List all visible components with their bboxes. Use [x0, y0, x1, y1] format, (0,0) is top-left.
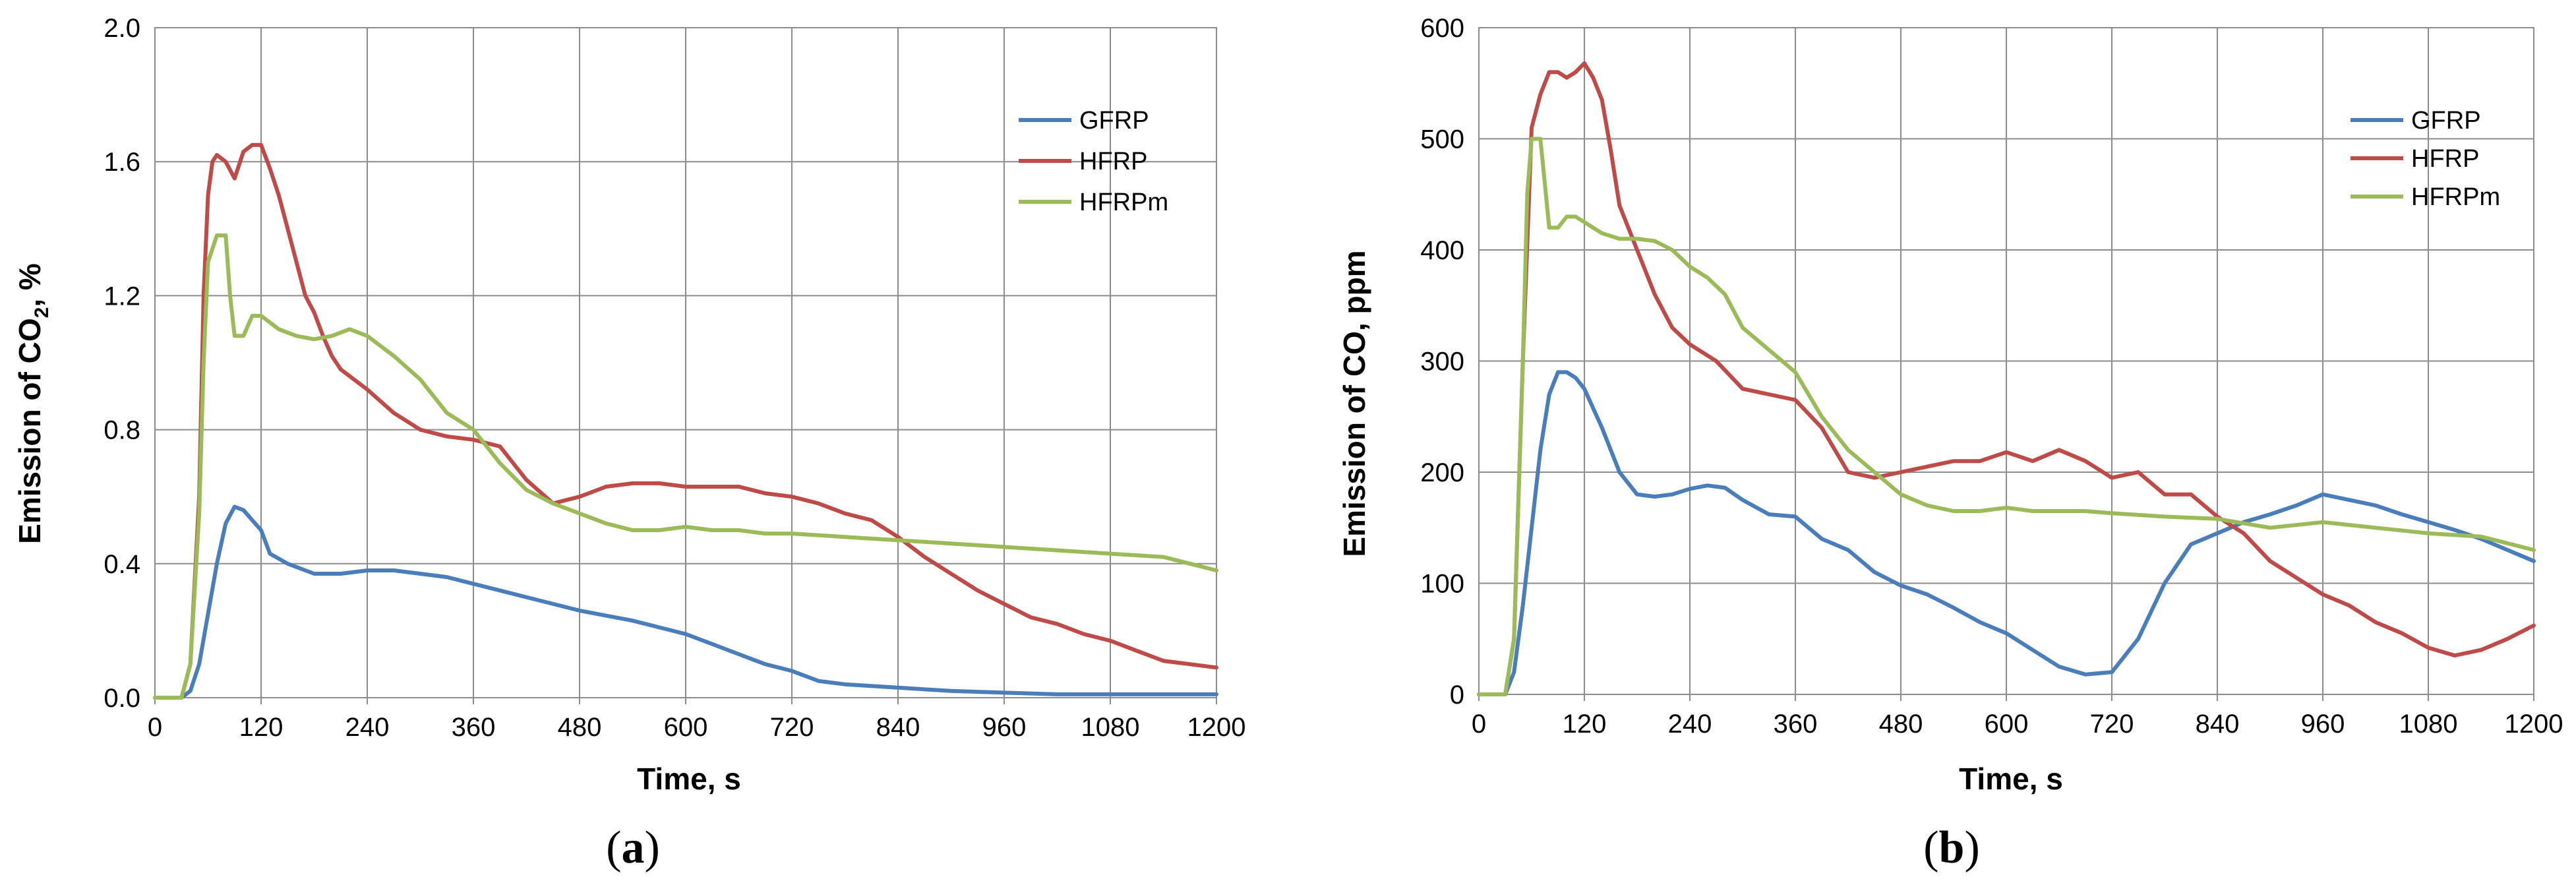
series-line-hfrp [153, 142, 1218, 700]
y-tick-labels-a: 0.0 0.4 0.8 1.2 1.6 2.0 [104, 14, 140, 713]
y-tick-label: 500 [1420, 125, 1464, 154]
x-tick-labels-a: 0 120 240 360 480 600 720 840 960 1080 1200 [148, 713, 1246, 742]
chart-panel-a: 0 120 240 360 480 600 720 840 960 1080 1200 0.0 0.4… [13, 14, 1245, 873]
x-tick-label: 480 [558, 713, 602, 742]
x-tick-label: 1080 [1081, 713, 1140, 742]
legend-label-hfrp: HFRP [2411, 145, 2479, 173]
y-tick-label: 0.4 [104, 550, 140, 579]
x-tick-label: 0 [1472, 710, 1486, 739]
y-tick-label: 200 [1420, 458, 1464, 487]
y-tick-label: 100 [1420, 570, 1464, 599]
series-line-hfrp [1477, 61, 2536, 696]
y-axis-title-a: Emission of CO2, % [13, 263, 53, 544]
x-tick-label: 360 [1774, 710, 1818, 739]
legend-a: GFRP HFRP HFRPm [1019, 107, 1168, 216]
plot-frame [1478, 27, 2534, 695]
y-tick-label: 400 [1420, 236, 1464, 265]
x-tick-label: 600 [1985, 710, 2029, 739]
x-tick-label: 600 [664, 713, 708, 742]
y-axis-title-b: Emission of CO, ppm [1337, 250, 1371, 557]
y-tick-label: 0.0 [104, 684, 140, 713]
x-tick-label: 840 [876, 713, 920, 742]
x-tick-label: 720 [2090, 710, 2134, 739]
legend-b: GFRP HFRP HFRPm [2351, 107, 2500, 211]
y-tick-labels-b: 0 100 200 300 400 500 600 [1420, 14, 1464, 710]
y-tick-label: 0 [1450, 681, 1464, 710]
x-tick-label: 240 [345, 713, 390, 742]
y-tick-label: 600 [1420, 14, 1464, 43]
y-tick-label: 300 [1420, 348, 1464, 377]
legend-label-gfrp: GFRP [2411, 107, 2481, 135]
legend-label-hfrpm: HFRPm [1079, 189, 1168, 216]
x-tick-label: 360 [452, 713, 496, 742]
series-lines-b [1477, 61, 2536, 696]
y-tick-label: 0.8 [104, 416, 140, 445]
x-tick-label: 840 [2196, 710, 2240, 739]
legend-label-hfrpm: HFRPm [2411, 183, 2500, 211]
series-line-hfrpm [1477, 137, 2536, 696]
x-tick-label: 120 [1563, 710, 1607, 739]
x-axis-title-b: Time, s [1959, 762, 2063, 796]
series-line-gfrp [153, 504, 1218, 700]
y-tick-label: 1.2 [104, 282, 140, 311]
panel-label-b: (b) [1923, 822, 1980, 873]
x-tick-label: 1200 [2505, 710, 2563, 739]
x-tick-label: 960 [2301, 710, 2345, 739]
y-tick-label: 2.0 [104, 14, 140, 43]
y-tick-label: 1.6 [104, 148, 140, 177]
plot-frame [154, 27, 1217, 698]
chart-panel-b: 0 120 240 360 480 600 720 840 960 1080 1200 0 100 20… [1337, 14, 2563, 873]
x-tick-label: 120 [239, 713, 284, 742]
series-line-gfrp [1477, 370, 2536, 696]
series-line-hfrpm [153, 233, 1218, 700]
x-tick-label: 0 [148, 713, 162, 742]
gridlines-b [1478, 27, 2534, 701]
panel-label-a: (a) [606, 822, 660, 873]
x-tick-labels-b: 0 120 240 360 480 600 720 840 960 1080 1200 [1472, 710, 2563, 739]
x-tick-label: 1200 [1187, 713, 1246, 742]
x-axis-title-a: Time, s [637, 762, 741, 796]
x-tick-label: 720 [770, 713, 814, 742]
legend-label-hfrp: HFRP [1079, 148, 1147, 175]
x-tick-label: 240 [1668, 710, 1712, 739]
x-tick-label: 960 [982, 713, 1027, 742]
legend-label-gfrp: GFRP [1079, 107, 1149, 135]
gridlines-a [154, 27, 1217, 704]
x-tick-label: 1080 [2399, 710, 2458, 739]
series-lines-a [153, 142, 1218, 700]
x-tick-label: 480 [1879, 710, 1923, 739]
